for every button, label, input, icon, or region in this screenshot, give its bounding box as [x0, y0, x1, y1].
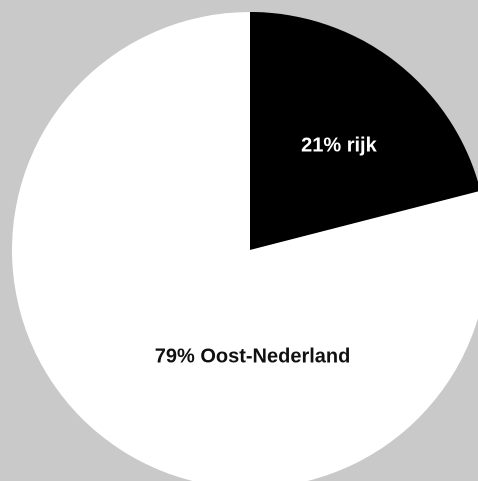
- pie-slices: [12, 12, 478, 481]
- pie-label-oost-nederland: 79% Oost-Nederland: [155, 346, 351, 368]
- pie-label-rijk: 21% rijk: [301, 134, 377, 156]
- pie-slice-oost-nederland: [12, 12, 478, 481]
- pie-labels: 21% rijk 79% Oost-Nederland: [155, 134, 378, 367]
- pie-slice-rijk: [250, 12, 478, 250]
